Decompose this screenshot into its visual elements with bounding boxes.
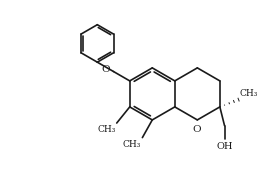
Text: O: O [102, 66, 110, 75]
Text: O: O [193, 125, 201, 134]
Text: CH₃: CH₃ [123, 140, 141, 149]
Text: CH₃: CH₃ [97, 125, 115, 134]
Text: CH₃: CH₃ [240, 89, 258, 98]
Text: OH: OH [217, 142, 233, 151]
